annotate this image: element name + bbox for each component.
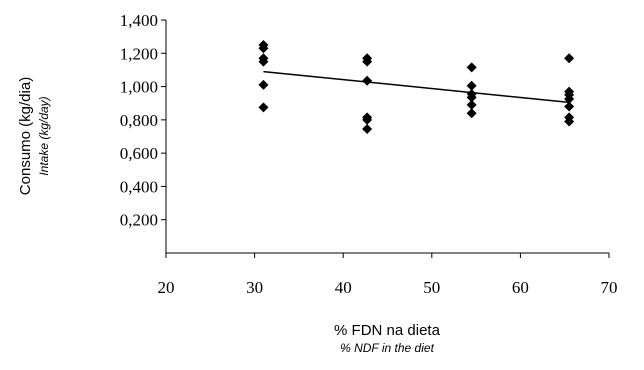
trendline	[263, 70, 570, 104]
data-point	[362, 114, 373, 125]
y-tick-label: 1,200	[120, 44, 158, 63]
data-point	[362, 56, 373, 67]
data-point	[362, 124, 373, 135]
y-tick-label: 0,800	[120, 111, 158, 130]
y-axis: 0,200 0,400 0,600 0,800 1,000 1,200 1,400	[120, 11, 167, 253]
data-point	[564, 101, 575, 112]
data-point	[564, 116, 575, 127]
y-tick-label: 0,400	[120, 177, 158, 196]
y-axis-ticks: 0,200 0,400 0,600 0,800 1,000 1,200 1,400	[120, 11, 166, 230]
x-axis: 20 30 40 50 60 70	[158, 252, 618, 297]
y-axis-sublabel: Intake (kg/day)	[37, 96, 51, 175]
x-tick-label: 40	[335, 278, 352, 297]
x-tick-label: 60	[512, 278, 529, 297]
y-axis-label: Consumo (kg/dia)	[17, 77, 34, 195]
y-tick-label: 0,600	[120, 144, 158, 163]
data-point	[362, 75, 373, 86]
x-tick-label: 30	[246, 278, 263, 297]
x-axis-label: % FDN na dieta	[334, 322, 441, 339]
data-point	[466, 92, 477, 103]
data-point	[258, 56, 269, 67]
data-point	[258, 79, 269, 90]
x-tick-label: 70	[601, 278, 618, 297]
data-point	[564, 53, 575, 64]
x-axis-ticks: 20 30 40 50 60 70	[158, 253, 618, 297]
x-axis-sublabel: % NDF in the diet	[340, 341, 434, 355]
y-tick-label: 1,000	[120, 78, 158, 97]
data-point	[466, 62, 477, 73]
data-point	[466, 108, 477, 119]
x-tick-label: 50	[423, 278, 440, 297]
y-tick-label: 1,400	[120, 11, 158, 30]
x-tick-label: 20	[158, 278, 175, 297]
data-point	[466, 99, 477, 110]
y-tick-label: 0,200	[120, 211, 158, 230]
data-point	[258, 43, 269, 54]
data-point	[466, 80, 477, 91]
data-point	[258, 102, 269, 113]
